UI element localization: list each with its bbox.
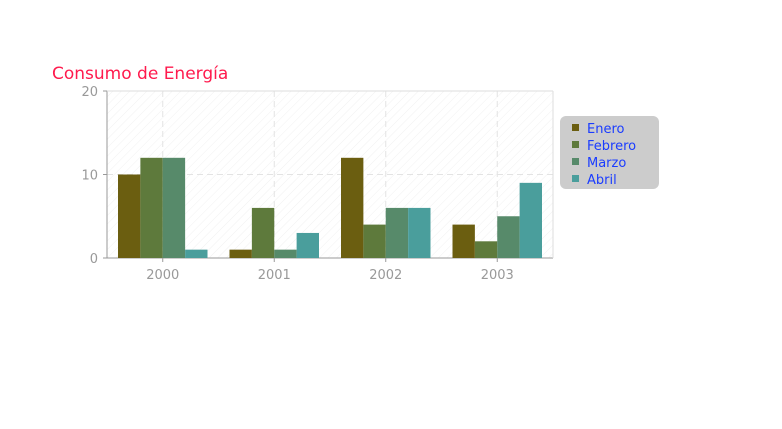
legend-swatch <box>572 141 579 148</box>
bar <box>497 216 520 258</box>
legend-label: Enero <box>587 122 625 137</box>
bar <box>251 207 275 258</box>
x-tick-label: 2000 <box>146 268 179 283</box>
bar <box>229 249 252 258</box>
bar <box>118 174 141 258</box>
y-tick-label: 20 <box>81 85 98 100</box>
legend-swatch <box>572 175 579 182</box>
bar <box>385 207 409 258</box>
bar <box>162 157 186 258</box>
legend-background <box>560 116 659 189</box>
chart-title: Consumo de Energía <box>52 64 228 84</box>
legend-swatch <box>572 124 579 131</box>
bar <box>185 249 208 258</box>
y-tick-label: 10 <box>81 169 98 184</box>
bar <box>474 241 498 258</box>
bar <box>452 224 475 258</box>
legend: Enero Febrero Marzo Abril <box>560 116 659 189</box>
x-tick-label: 2001 <box>258 268 291 283</box>
bar <box>519 182 542 258</box>
bar <box>363 224 386 258</box>
bar <box>296 232 319 258</box>
x-tick-label: 2002 <box>369 268 402 283</box>
bar <box>408 207 431 258</box>
legend-swatch <box>572 158 579 165</box>
x-tick-label: 2003 <box>481 268 514 283</box>
y-tick-label: 0 <box>90 252 98 267</box>
plot-area: 0 10 20 2000 2001 2002 2003 <box>81 85 554 283</box>
bar <box>341 157 364 258</box>
legend-label: Febrero <box>587 139 636 154</box>
legend-label: Abril <box>587 173 617 188</box>
bar <box>140 157 163 258</box>
legend-label: Marzo <box>587 156 626 171</box>
bar <box>274 249 297 258</box>
